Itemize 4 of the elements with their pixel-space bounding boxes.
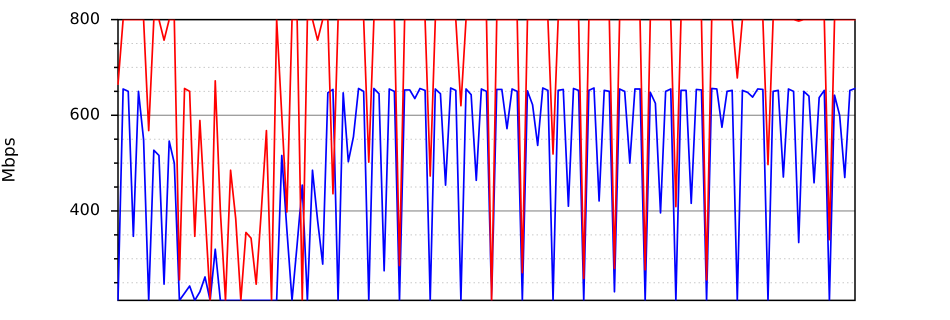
y-tick-label: 800 xyxy=(69,8,100,28)
y-tick-label: 600 xyxy=(69,104,100,124)
y-axis-title: Mbps xyxy=(0,137,20,183)
y-tick-label: 400 xyxy=(69,200,100,220)
